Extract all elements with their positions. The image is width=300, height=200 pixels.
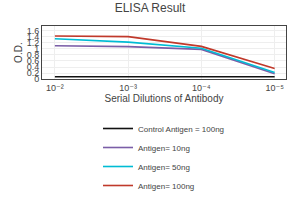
svg-text:Antigen= 100ng: Antigen= 100ng (138, 182, 194, 191)
svg-text:0.4: 0.4 (27, 62, 40, 72)
svg-text:O.D.: O.D. (13, 42, 24, 63)
svg-text:0.6: 0.6 (27, 56, 40, 66)
svg-text:10⁻²: 10⁻² (46, 83, 64, 93)
svg-text:ELISA Result: ELISA Result (115, 1, 186, 15)
svg-text:10⁻⁴: 10⁻⁴ (192, 83, 211, 93)
svg-text:10⁻³: 10⁻³ (119, 83, 137, 93)
svg-text:0.2: 0.2 (27, 68, 40, 78)
svg-text:1.6: 1.6 (27, 26, 40, 36)
svg-text:1.2: 1.2 (27, 38, 40, 48)
svg-text:Control Antigen = 100ng: Control Antigen = 100ng (138, 125, 224, 134)
svg-text:10⁻⁵: 10⁻⁵ (265, 83, 284, 93)
svg-text:0.8: 0.8 (27, 50, 40, 60)
svg-text:Serial Dilutions of Antibody: Serial Dilutions of Antibody (105, 93, 224, 104)
svg-text:0: 0 (34, 74, 39, 84)
svg-text:1.4: 1.4 (27, 32, 40, 42)
svg-text:1: 1 (34, 44, 39, 54)
svg-text:Antigen= 10ng: Antigen= 10ng (138, 144, 190, 153)
svg-text:Antigen= 50ng: Antigen= 50ng (138, 163, 190, 172)
